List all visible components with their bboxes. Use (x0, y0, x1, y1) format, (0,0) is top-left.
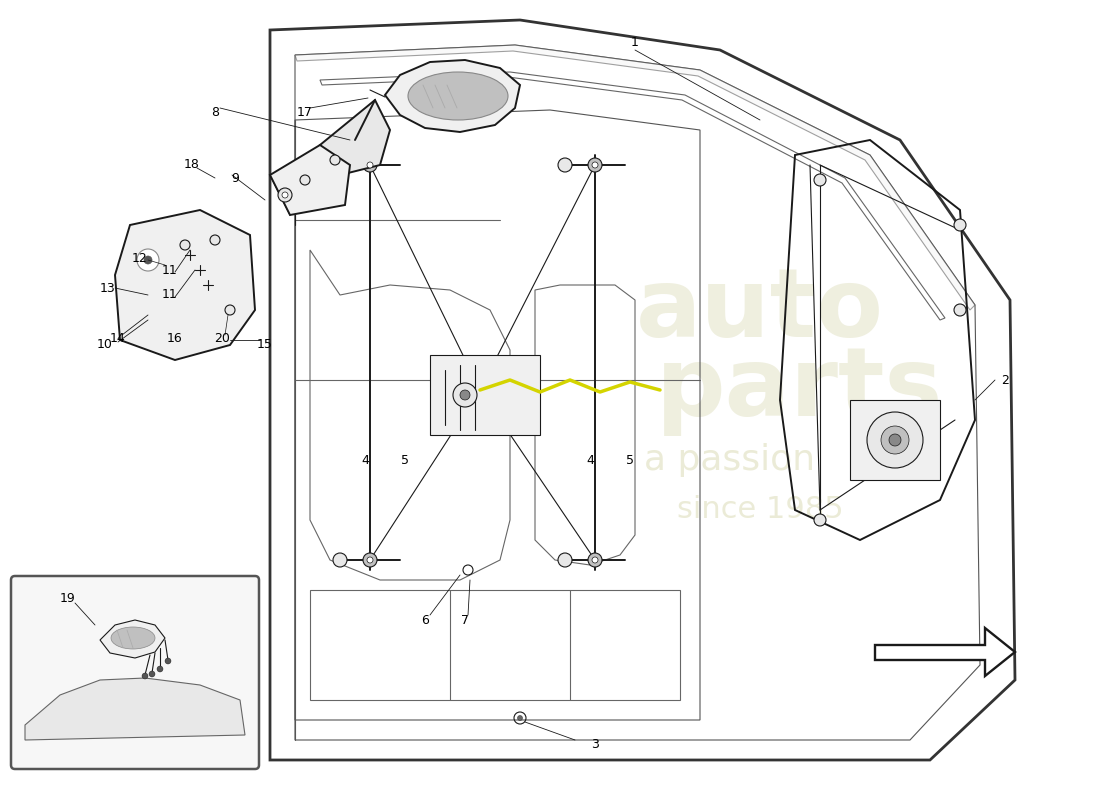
Circle shape (300, 175, 310, 185)
Text: 6: 6 (421, 614, 429, 626)
Circle shape (226, 305, 235, 315)
Circle shape (867, 412, 923, 468)
Circle shape (333, 553, 346, 567)
Polygon shape (25, 678, 245, 740)
Text: 18: 18 (184, 158, 200, 171)
Circle shape (165, 658, 170, 664)
Text: 14: 14 (110, 331, 125, 345)
Circle shape (814, 514, 826, 526)
Text: parts: parts (657, 343, 944, 437)
Text: 4: 4 (586, 454, 594, 466)
Text: 9: 9 (231, 171, 239, 185)
Text: 11: 11 (162, 289, 178, 302)
Text: 12: 12 (132, 251, 147, 265)
Circle shape (330, 155, 340, 165)
Circle shape (517, 715, 522, 721)
Circle shape (210, 235, 220, 245)
Text: 17: 17 (297, 106, 312, 118)
Text: 5: 5 (626, 454, 634, 466)
Text: 19: 19 (60, 591, 76, 605)
FancyBboxPatch shape (11, 576, 258, 769)
Circle shape (881, 426, 909, 454)
Circle shape (367, 557, 373, 563)
Circle shape (592, 162, 598, 168)
Text: 8: 8 (211, 106, 219, 118)
Circle shape (363, 553, 377, 567)
Polygon shape (270, 145, 350, 215)
Ellipse shape (408, 72, 508, 120)
Polygon shape (116, 210, 255, 360)
Text: 5: 5 (402, 454, 409, 466)
Text: 13: 13 (100, 282, 116, 294)
Text: 7: 7 (461, 614, 469, 626)
Circle shape (157, 666, 163, 672)
Circle shape (148, 671, 155, 677)
Circle shape (142, 673, 148, 679)
Circle shape (558, 553, 572, 567)
Circle shape (460, 390, 470, 400)
Circle shape (363, 158, 377, 172)
Text: a passion: a passion (645, 443, 815, 477)
Text: 4: 4 (361, 454, 368, 466)
Text: 2: 2 (1001, 374, 1009, 386)
Circle shape (333, 158, 346, 172)
Circle shape (180, 240, 190, 250)
Circle shape (592, 557, 598, 563)
Circle shape (144, 256, 152, 264)
Circle shape (278, 188, 292, 202)
Circle shape (588, 158, 602, 172)
Polygon shape (295, 45, 975, 310)
Circle shape (138, 249, 160, 271)
Text: 1: 1 (631, 35, 639, 49)
Polygon shape (385, 60, 520, 132)
Text: 3: 3 (591, 738, 598, 751)
Polygon shape (874, 628, 1015, 676)
Circle shape (814, 174, 826, 186)
Circle shape (558, 158, 572, 172)
Circle shape (367, 162, 373, 168)
Bar (850, 400, 940, 480)
Circle shape (588, 553, 602, 567)
Text: since 1985: since 1985 (676, 495, 844, 525)
Text: auto: auto (636, 263, 884, 357)
Circle shape (889, 434, 901, 446)
Text: 20: 20 (214, 331, 230, 345)
Circle shape (453, 383, 477, 407)
Circle shape (954, 304, 966, 316)
Polygon shape (320, 100, 390, 175)
Bar (430, 355, 540, 435)
Text: 15: 15 (257, 338, 273, 351)
Text: 16: 16 (167, 331, 183, 345)
Ellipse shape (111, 627, 155, 649)
Circle shape (282, 192, 288, 198)
Circle shape (954, 219, 966, 231)
Text: 11: 11 (162, 263, 178, 277)
Text: 10: 10 (97, 338, 113, 351)
Polygon shape (100, 620, 165, 658)
